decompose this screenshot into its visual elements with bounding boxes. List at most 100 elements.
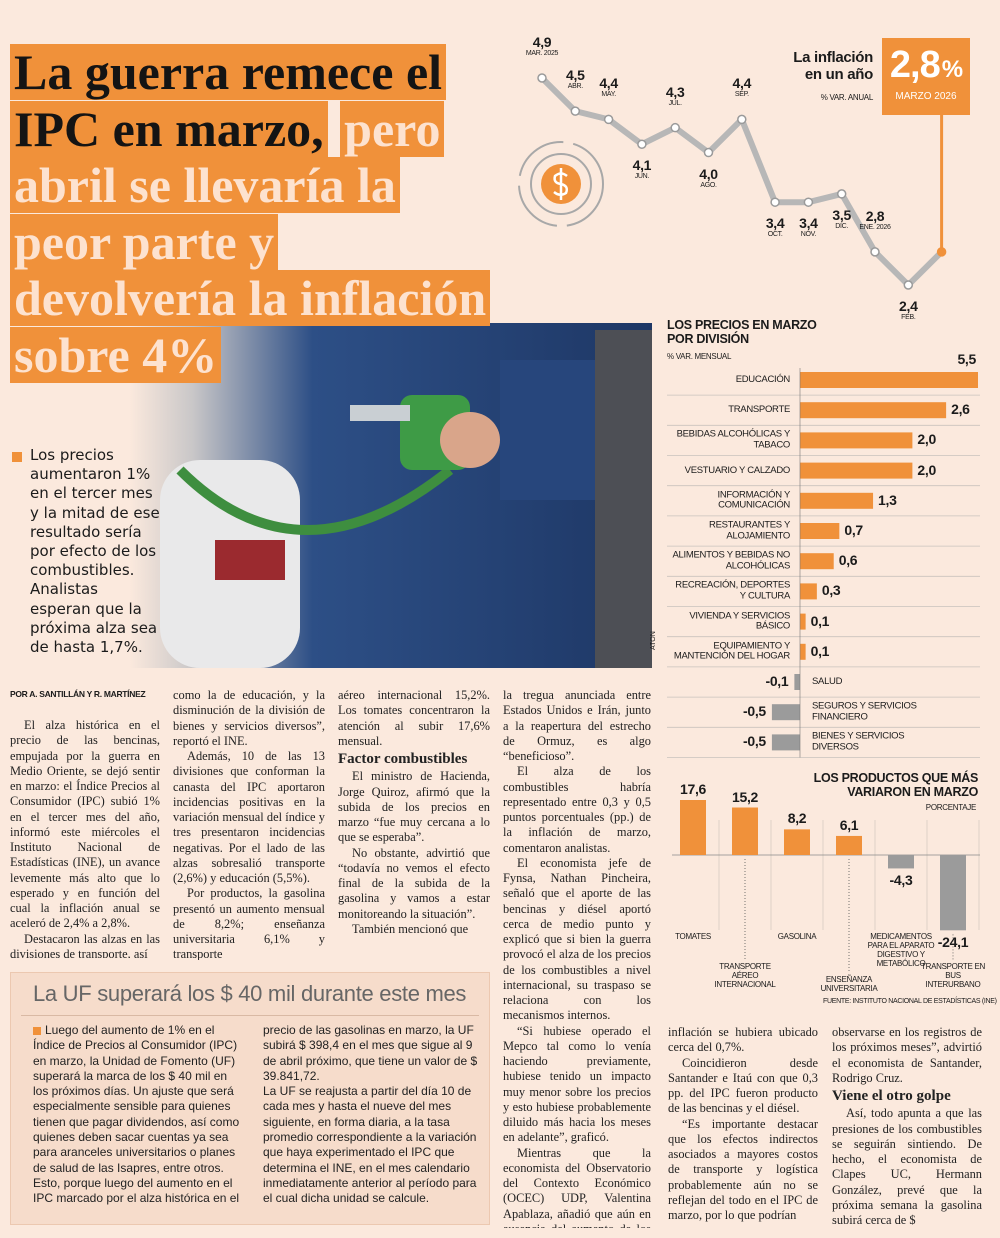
value-label: 2,0: [917, 461, 936, 478]
paragraph: como la de educación, y la disminución d…: [173, 688, 325, 748]
value-label: -0,1: [765, 673, 789, 689]
value-label: 4,1: [632, 157, 652, 174]
x-tick-label: NOV.: [800, 231, 817, 239]
value-label: 2,8: [865, 207, 885, 224]
value-label: 4,0: [699, 165, 718, 182]
value-label: 8,2: [787, 810, 807, 827]
bullet: [33, 1027, 41, 1035]
sidebar-box: La UF superará los $ 40 mil durante este…: [10, 972, 490, 1225]
value-label: -0,5: [742, 703, 766, 720]
value-label: 0,1: [810, 642, 830, 659]
category-label: GASOLINA: [777, 932, 817, 941]
bar: [800, 523, 840, 539]
paragraph: Por productos, la gasolina presentó un a…: [173, 886, 325, 960]
chart-title: LOS PRECIOS EN MARZO POR DIVISIÓN: [667, 318, 817, 346]
bar: [800, 613, 806, 630]
bar: [800, 492, 874, 509]
point: [803, 197, 814, 207]
bullet: [12, 452, 22, 462]
paragraph: El alza de los combustibles habría repre…: [503, 764, 651, 855]
category-label: TRANSPORTE: [728, 403, 790, 415]
category-label: ALIMENTOS Y BEBIDAS NO ALCOHÓLICAS: [672, 549, 791, 572]
value-label: 4,5: [566, 67, 585, 84]
paragraph: No obstante, advirtió que “todavía no ve…: [338, 845, 490, 921]
text-column: la tregua anunciada entre Estados Unidos…: [503, 688, 651, 1228]
category-label: EQUIPAMIENTO Y MANTENCIÓN DEL HOGAR: [673, 640, 790, 662]
value-label: 4,4: [599, 75, 618, 92]
point: [603, 114, 614, 125]
bar: [800, 583, 817, 600]
value-label: -24,1: [937, 934, 969, 951]
paragraph: Luego del aumento de 1% en el Índice de …: [33, 1023, 240, 1206]
subhead: Factor combustibles: [338, 751, 468, 767]
text-column: precio de las gasolinas en marzo, la UF …: [263, 1023, 478, 1221]
category-label: BIENES Y SERVICIOS DIVERSOS: [812, 730, 905, 753]
category-label: SALUD: [812, 675, 843, 687]
x-tick-label: JUN.: [634, 173, 650, 181]
chart-subtitle: PORCENTAJE: [925, 803, 977, 812]
bar: [800, 462, 913, 479]
category-label: RECREACIÓN, DEPORTES Y CULTURA: [675, 579, 790, 602]
value-label: 0,3: [821, 582, 841, 599]
category-label: RESTAURANTES Y ALOJAMIENTO: [709, 519, 790, 541]
x-tick-label: ENE. 2026: [859, 223, 891, 231]
value-label: 0,7: [844, 522, 863, 538]
paragraph: precio de las gasolinas en marzo, la UF …: [263, 1023, 478, 1083]
x-tick-label: ABR.: [567, 83, 583, 91]
paragraph: El ministro de Hacienda, Jorge Quiroz, a…: [338, 769, 490, 845]
value-label: 5,5: [957, 351, 976, 367]
bar: [732, 807, 758, 855]
point: [870, 247, 880, 257]
point: [903, 280, 914, 290]
text-column: aéreo internacional 15,2%. Los tomates c…: [338, 688, 490, 960]
box-rule: [21, 1015, 479, 1016]
point: [737, 114, 747, 125]
bar: [680, 800, 706, 855]
value-label: 0,6: [838, 552, 858, 569]
category-label: EDUCACIÓN: [735, 373, 791, 385]
x-tick-label: AGO.: [700, 181, 717, 189]
paragraph: Destacaron las alzas en las divisiones d…: [10, 931, 160, 959]
headline: La guerra remece el IPC en marzo, pero a…: [10, 44, 500, 383]
bar: [836, 835, 862, 855]
x-tick-label: FEB.: [901, 314, 916, 321]
value-label: 0,1: [810, 612, 830, 629]
dollar-icon: [518, 141, 604, 227]
value-label: 4,9: [532, 34, 552, 50]
point: [637, 139, 647, 149]
subhead: Viene el otro golpe: [832, 1088, 951, 1104]
x-tick-label: DIC.: [835, 222, 849, 230]
x-tick-label: SEP.: [734, 91, 749, 99]
x-tick-label: MAR. 2025: [525, 50, 559, 57]
paragraph: El economista jefe de Fynsa, Nathan Pinc…: [503, 855, 651, 1023]
value-label: 17,6: [679, 781, 707, 797]
x-tick-label: JUL.: [668, 99, 683, 107]
category-label: VIVIENDA Y SERVICIOS BÁSICO: [689, 610, 790, 632]
bar: [800, 432, 913, 449]
paragraph: Coincidieron desde Santander e Itaú con …: [668, 1055, 818, 1116]
paragraph: observarse en los registros de los próxi…: [832, 1025, 982, 1085]
category-label: SEGUROS Y SERVICIOS FINANCIERO: [812, 700, 917, 723]
bar: [800, 402, 947, 419]
x-tick-label: MARZO 2026: [895, 91, 957, 102]
x-tick-label: OCT.: [767, 231, 783, 239]
category-label: BEBIDAS ALCOHÓLICAS Y TABACO: [676, 428, 791, 451]
text-column: como la de educación, y la disminución d…: [173, 688, 325, 960]
value-label: 4,4: [732, 75, 752, 92]
paragraph: La UF se reajusta a partir del día 10 de…: [263, 1084, 477, 1206]
paragraph: Así, todo apunta a que las presiones de …: [832, 1106, 982, 1227]
value-label: 2,0: [917, 431, 936, 448]
photo: [130, 323, 652, 668]
photo-credit: ATON: [650, 631, 657, 650]
value-label: 15,2: [731, 788, 759, 805]
point: [537, 73, 547, 83]
value-label: -4,3: [889, 872, 913, 889]
paragraph: También mencionó que: [352, 921, 469, 936]
chart-subtitle: % VAR. ANUAL: [820, 93, 874, 102]
bar: [771, 704, 800, 721]
bar: [888, 855, 914, 869]
value-label: 1,3: [878, 491, 897, 508]
unit: %: [941, 56, 963, 83]
value-label: 3,5: [832, 206, 851, 223]
